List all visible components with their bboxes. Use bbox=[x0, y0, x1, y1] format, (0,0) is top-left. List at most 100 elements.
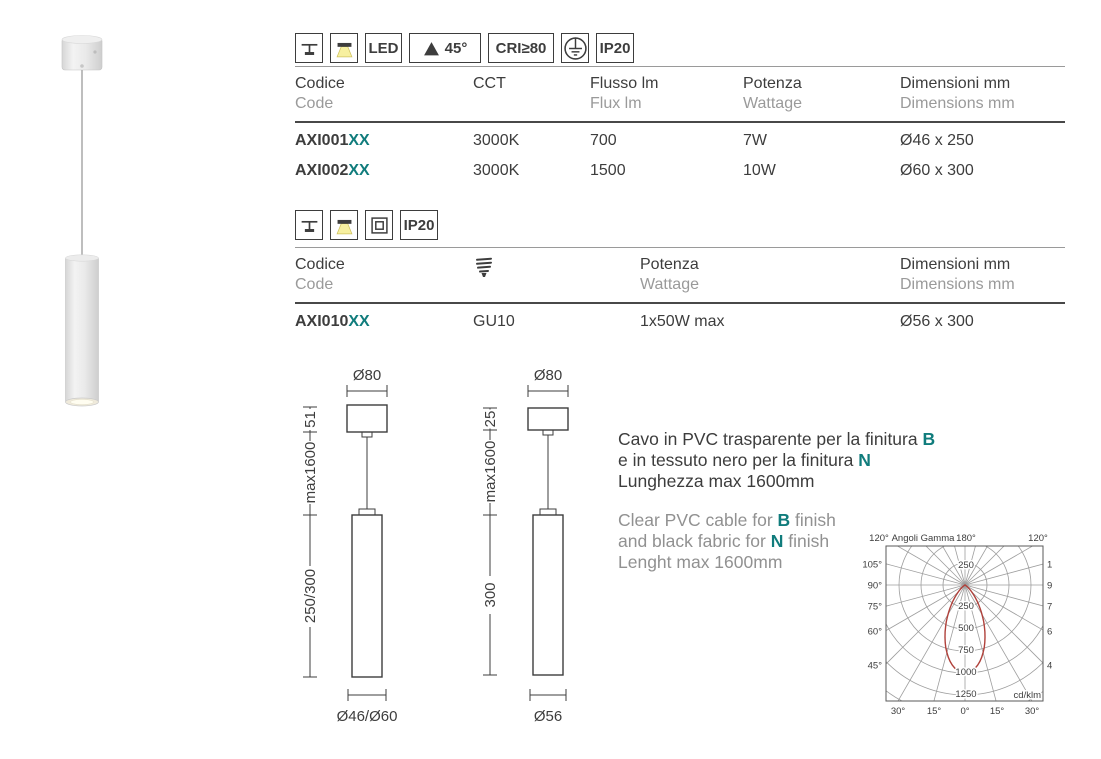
power-value: 7W bbox=[743, 132, 767, 149]
spec-table-led: Codice Code CCT Flusso lm Flux lm Potenza W… bbox=[295, 66, 1065, 186]
cct-value: 3000K bbox=[473, 162, 520, 179]
lamp-socket-icon bbox=[473, 254, 640, 295]
table-row: AXI002XX 3000K 1500 10W Ø60 x 300 bbox=[295, 156, 1065, 186]
dim-body-height: 250/300 bbox=[302, 569, 319, 623]
chart-label: 45° bbox=[1047, 661, 1052, 672]
dim-top-diameter: Ø80 bbox=[534, 367, 562, 384]
col-cct: CCT bbox=[473, 75, 506, 92]
class-i-earth-icon bbox=[561, 33, 589, 63]
col-codice: Codice bbox=[295, 75, 345, 92]
chart-label: 750 bbox=[958, 645, 974, 656]
dim-cable-length: max1600 bbox=[302, 442, 319, 504]
flux-value: 1500 bbox=[590, 162, 626, 179]
chart-label: 1000 bbox=[955, 667, 976, 678]
finish-code-n: N bbox=[770, 531, 784, 551]
pendant-mount-icon bbox=[295, 210, 323, 240]
finish-code-b: B bbox=[922, 429, 936, 449]
col-dimensions: Dimensioni mm bbox=[900, 75, 1011, 92]
canopy bbox=[61, 35, 103, 71]
dim-chain-left: 51 max1600 250/300 bbox=[302, 406, 319, 678]
col-dimensions: Dimensioni mm bbox=[900, 256, 1011, 273]
dim-body-height: 300 bbox=[482, 582, 499, 607]
col-codice: Codice bbox=[295, 256, 345, 273]
body-outline bbox=[532, 514, 564, 676]
chart-label: 120° bbox=[1028, 533, 1048, 544]
code-finish-suffix: XX bbox=[348, 162, 370, 179]
product-code: AXI002 bbox=[295, 162, 349, 179]
col-power: Potenza bbox=[640, 256, 699, 273]
ip-label: IP20 bbox=[599, 39, 631, 57]
chart-label: 30° bbox=[891, 706, 906, 717]
finish-code-n: N bbox=[858, 450, 871, 470]
chart-label: 90° bbox=[1047, 581, 1052, 592]
dim-bottom-diameter: Ø46/Ø60 bbox=[337, 708, 398, 725]
chart-label: 250 bbox=[958, 601, 974, 612]
ip-label: IP20 bbox=[403, 216, 435, 234]
chart-label: 60° bbox=[1047, 627, 1052, 638]
chart-label: 1250 bbox=[955, 689, 976, 700]
table-header: Codice Code CCT Flusso lm Flux lm Potenza W… bbox=[295, 67, 1065, 123]
led-badge: LED bbox=[365, 33, 402, 63]
intensity-curve bbox=[944, 584, 986, 674]
finish-code-b: B bbox=[777, 510, 791, 530]
dim-top-diameter: Ø80 bbox=[353, 367, 381, 384]
class-ii-insulation-icon bbox=[365, 210, 393, 240]
product-code: AXI010 bbox=[295, 313, 349, 330]
dimensions-value: Ø56 x 300 bbox=[900, 313, 974, 330]
chart-label: 75° bbox=[1047, 602, 1052, 613]
chart-label: 105° bbox=[1047, 560, 1052, 571]
product-photo bbox=[61, 35, 103, 407]
dimension-drawing-2: Ø80 Ø56 25 max1600 300 bbox=[482, 367, 569, 725]
socket-value: GU10 bbox=[473, 313, 515, 330]
photometric-polar-chart: 120°Angoli Gamma180°120°105°105°90°90°75… bbox=[862, 533, 1052, 717]
certification-badges-row-1: LED 45° CRI≥80 IP20 bbox=[295, 33, 634, 63]
chart-label: 15° bbox=[990, 706, 1005, 717]
power-value: 1x50W max bbox=[640, 313, 725, 330]
certification-badges-row-2: IP20 bbox=[295, 210, 438, 240]
chart-label: 30° bbox=[1025, 706, 1040, 717]
dim-bottom-diameter: Ø56 bbox=[534, 708, 562, 725]
cri-badge: CRI≥80 bbox=[488, 33, 554, 63]
dim-cable-length: max1600 bbox=[482, 441, 499, 503]
chart-label: 15° bbox=[927, 706, 942, 717]
dim-chain-left: 25 max1600 300 bbox=[482, 407, 499, 676]
chart-label: 90° bbox=[868, 581, 883, 592]
cable-notes: Cavo in PVC trasparente per la finitura … bbox=[618, 429, 978, 573]
led-label: LED bbox=[368, 39, 399, 57]
chart-label: 105° bbox=[862, 560, 882, 571]
dimension-drawing-1: Ø80 Ø46/Ø60 51 max1600 250/300 bbox=[302, 367, 398, 725]
downlight-icon bbox=[330, 210, 358, 240]
chart-label: 75° bbox=[868, 602, 883, 613]
chart-label: 60° bbox=[868, 627, 883, 638]
cri-label: CRI≥80 bbox=[495, 39, 547, 57]
chart-label: 500 bbox=[958, 623, 974, 634]
luminaire-body bbox=[65, 254, 99, 407]
beam-angle-badge: 45° bbox=[409, 33, 481, 63]
power-value: 10W bbox=[743, 162, 776, 179]
beam-triangle-icon bbox=[423, 41, 439, 55]
product-code: AXI001 bbox=[295, 132, 349, 149]
downlight-icon bbox=[330, 33, 358, 63]
ip-badge: IP20 bbox=[400, 210, 438, 240]
note-english: Clear PVC cable for B finish and black f… bbox=[618, 510, 836, 572]
canopy-outline bbox=[346, 404, 388, 433]
note-italian: Cavo in PVC trasparente per la finitura … bbox=[618, 429, 936, 491]
dimensions-value: Ø60 x 300 bbox=[900, 162, 974, 179]
table-header: Codice Code Potenza Wattage Dimensioni mm D… bbox=[295, 248, 1065, 304]
chart-label: Angoli Gamma bbox=[892, 533, 956, 544]
dim-canopy-height: 25 bbox=[482, 411, 499, 428]
chart-frame bbox=[885, 545, 1044, 702]
dimensions-value: Ø46 x 250 bbox=[900, 132, 974, 149]
table-row: AXI010XX GU10 1x50W max Ø56 x 300 bbox=[295, 307, 1065, 337]
table-row: AXI001XX 3000K 700 7W Ø46 x 250 bbox=[295, 126, 1065, 156]
chart-label: cd/klm bbox=[1014, 690, 1042, 701]
dim-canopy-height: 51 bbox=[302, 411, 319, 428]
code-finish-suffix: XX bbox=[348, 313, 370, 330]
beam-angle-label: 45° bbox=[444, 39, 468, 57]
spec-table-gu10: Codice Code Potenza Wattage Dimensioni mm D… bbox=[295, 247, 1065, 337]
chart-label: 45° bbox=[868, 661, 883, 672]
pendant-mount-icon bbox=[295, 33, 323, 63]
chart-label: 120° bbox=[869, 533, 889, 544]
chart-label: 0° bbox=[960, 706, 969, 717]
